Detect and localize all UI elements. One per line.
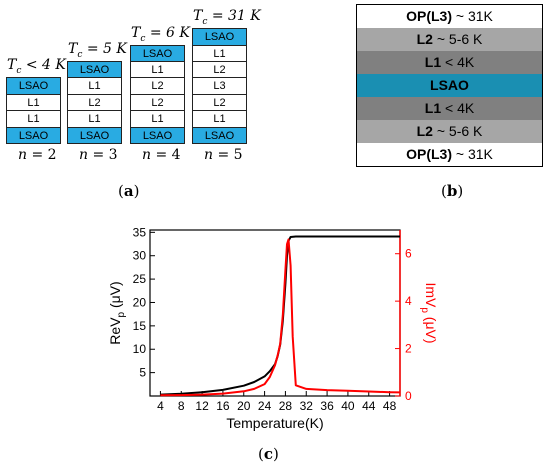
plot-frame	[149, 229, 401, 397]
layer-row-name: L1	[424, 54, 442, 70]
layer-l2: L2	[192, 61, 247, 79]
x-tick-label: 40	[341, 399, 355, 413]
x-tick-label: 4	[157, 399, 164, 413]
layer-l2: L2	[67, 93, 122, 112]
layer-row-opl3: OP(L3) ~ 31K	[357, 143, 542, 166]
n-label: n = 3	[79, 147, 118, 163]
layer-l1: L1	[6, 93, 61, 112]
layer-row-name: L1	[424, 100, 442, 116]
layer-row-value: ~ 31K	[452, 8, 493, 24]
layer-l3: L3	[192, 77, 247, 95]
x-tick-label: 24	[258, 399, 272, 413]
x-tick-label: 28	[279, 399, 293, 413]
y-left-tick-label: 25	[133, 272, 147, 286]
tc-label: Tc < 4 K	[7, 57, 66, 77]
layer-row-value: < 4K	[441, 54, 475, 70]
layer-lsao: LSAO	[67, 61, 122, 79]
n-label: n = 4	[142, 147, 181, 163]
tc-label: Tc = 6 K	[131, 24, 190, 44]
chart-rev-imv-vs-temperature: 4 8 12 16 20 24 28 32 36 40 44 4851015202530350246T…	[107, 225, 439, 431]
series-imv-line	[160, 238, 401, 397]
x-tick-label: 8	[178, 399, 185, 413]
layer-l1: L1	[192, 44, 247, 62]
x-tick-label: 36	[320, 399, 334, 413]
layer-row-value: ~ 5-6 K	[432, 31, 483, 47]
panel-a-label: (a)	[118, 182, 140, 200]
x-tick-label: 12	[195, 399, 209, 413]
y-left-axis-label: ReVp (μV)	[107, 281, 127, 344]
layer-lsao: LSAO	[192, 126, 247, 144]
layer-lsao: LSAO	[67, 126, 122, 144]
x-tick-label: 44	[362, 399, 376, 413]
layer-row-l1: L1 < 4K	[357, 97, 542, 120]
layer-l2: L2	[130, 93, 185, 112]
layer-row-name: LSAO	[430, 77, 469, 93]
layer-l1: L1	[67, 77, 122, 95]
layer-l2: L2	[130, 77, 185, 95]
y-left-tick-label: 10	[133, 342, 147, 356]
layer-lsao: LSAO	[192, 28, 247, 46]
series-rev-line	[160, 235, 400, 396]
layer-row-name: L2	[416, 31, 433, 47]
panel-c-label: (c)	[258, 445, 279, 463]
layer-l1: L1	[6, 110, 61, 128]
x-tick-label: 32	[300, 399, 314, 413]
y-left-tick-label: 20	[133, 295, 147, 309]
layer-row-value: ~ 31K	[452, 146, 493, 162]
y-left-tick-label: 35	[133, 225, 147, 239]
y-right-tick-label: 0	[405, 389, 412, 403]
x-axis-label: Temperature(K)	[226, 415, 323, 431]
layer-row-name: OP(L3)	[406, 8, 452, 24]
layer-row-l2: L2 ~ 5-6 K	[357, 28, 542, 51]
layer-l1: L1	[130, 61, 185, 79]
x-tick-label: 16	[216, 399, 230, 413]
layer-row-name: L2	[416, 123, 433, 139]
layer-row-value: < 4K	[441, 100, 475, 116]
layer-row-l1: L1 < 4K	[357, 51, 542, 74]
layer-row-opl3: OP(L3) ~ 31K	[357, 5, 542, 28]
n-label: n = 5	[204, 147, 243, 163]
tc-label: Tc = 5 K	[68, 41, 127, 60]
panel-b-label: (b)	[441, 182, 464, 200]
layer-lsao: LSAO	[6, 126, 61, 144]
layer-l1: L1	[192, 110, 247, 128]
layer-lsao: LSAO	[130, 44, 185, 62]
tc-label: Tc = 31 K	[193, 8, 261, 27]
y-right-tick-label: 6	[405, 247, 412, 261]
y-left-tick-label: 5	[139, 366, 146, 380]
y-left-tick-label: 30	[133, 249, 147, 263]
y-right-tick-label: 2	[405, 342, 412, 356]
layer-row-value: ~ 5-6 K	[432, 123, 483, 139]
y-right-tick-label: 4	[405, 294, 412, 308]
y-right-axis-label: ImVp (μV)	[419, 282, 439, 343]
layer-row-lsao: LSAO	[357, 74, 542, 97]
layer-row-l2: L2 ~ 5-6 K	[357, 120, 542, 143]
n-label: n = 2	[18, 147, 57, 163]
layer-row-name: OP(L3)	[406, 146, 452, 162]
layer-l1: L1	[130, 110, 185, 128]
x-tick-label: 48	[383, 399, 397, 413]
layer-l1: L1	[67, 110, 122, 128]
layer-l2: L2	[192, 93, 247, 112]
layer-lsao: LSAO	[130, 126, 185, 144]
y-left-tick-label: 15	[133, 319, 147, 333]
x-tick-label: 20	[237, 399, 251, 413]
panel-b-layer-diagram: OP(L3) ~ 31K L2 ~ 5-6 K L1 < 4K LSAO L1 < 4K…	[356, 4, 543, 167]
layer-lsao: LSAO	[6, 77, 61, 95]
